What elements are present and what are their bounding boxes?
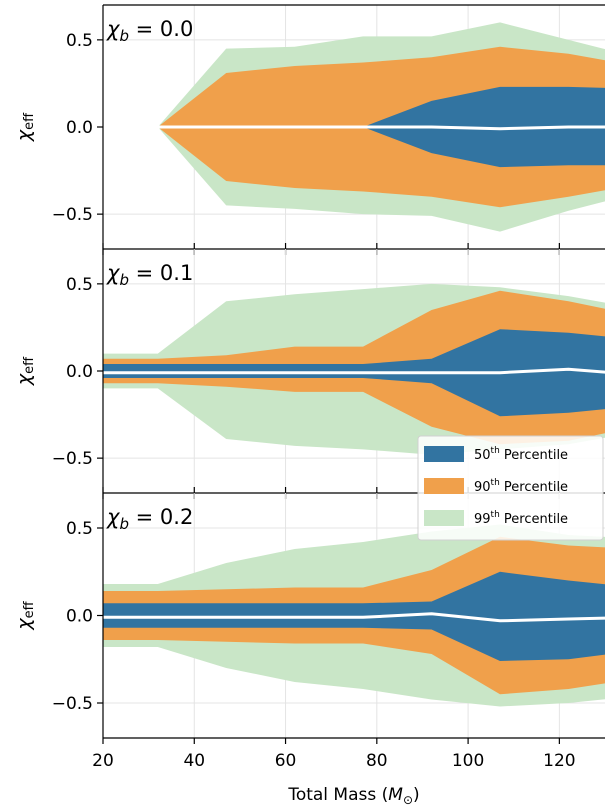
x-axis-title-symbol: M bbox=[388, 785, 403, 805]
panel-label-value: = 0.2 bbox=[129, 505, 193, 529]
x-axis-title-close: ) bbox=[413, 785, 420, 805]
legend-label-suffix: Percentile bbox=[500, 480, 568, 495]
x-tick-label: 40 bbox=[183, 751, 205, 771]
panel-label-subscript: b bbox=[119, 271, 129, 289]
legend-swatch-p50 bbox=[424, 446, 464, 462]
legend-label-number: 90 bbox=[474, 480, 491, 495]
y-axis-subscript: eff bbox=[22, 600, 37, 618]
legend-label-number: 50 bbox=[474, 448, 491, 463]
x-tick-label: 120 bbox=[543, 751, 575, 771]
panel-0 bbox=[103, 5, 605, 249]
legend-label-superscript: th bbox=[491, 446, 500, 456]
legend-label-number: 99 bbox=[474, 512, 491, 527]
y-axis-symbol: χ bbox=[13, 618, 35, 631]
x-tick-label: 100 bbox=[452, 751, 484, 771]
y-axis-title: χeff bbox=[13, 112, 37, 142]
panel-label-subscript: b bbox=[119, 515, 129, 533]
panel-label-symbol: χ bbox=[106, 505, 121, 529]
legend-swatch-p99 bbox=[424, 510, 464, 526]
y-tick-label: −0.5 bbox=[52, 205, 93, 225]
x-tick-label: 80 bbox=[366, 751, 388, 771]
y-tick-label: −0.5 bbox=[52, 694, 93, 714]
x-axis-title: Total Mass (M⊙) bbox=[287, 785, 419, 807]
y-tick-label: −0.5 bbox=[52, 449, 93, 469]
y-axis-subscript: eff bbox=[22, 356, 37, 374]
median-line bbox=[103, 367, 605, 375]
panel-label: χb = 0.0 bbox=[106, 17, 193, 45]
x-axis-title-text: Total Mass ( bbox=[287, 785, 388, 805]
panel-label: χb = 0.1 bbox=[106, 261, 193, 289]
panel-label: χb = 0.2 bbox=[106, 505, 193, 533]
median-line bbox=[103, 125, 605, 131]
y-axis-title: χeff bbox=[13, 356, 37, 386]
x-axis-title-subscript: ⊙ bbox=[403, 793, 413, 807]
legend-label-suffix: Percentile bbox=[500, 448, 568, 463]
panel-label-subscript: b bbox=[119, 27, 129, 45]
legend-label-p50: 50th Percentile bbox=[474, 446, 568, 463]
y-axis-symbol: χ bbox=[13, 129, 35, 142]
y-tick-label: 0.0 bbox=[66, 362, 93, 382]
panel-2 bbox=[103, 493, 605, 738]
panel-label-symbol: χ bbox=[106, 261, 121, 285]
y-axis-symbol: χ bbox=[13, 373, 35, 386]
legend-label-p99: 99th Percentile bbox=[474, 510, 568, 527]
legend-swatch-p90 bbox=[424, 478, 464, 494]
legend-label-superscript: th bbox=[491, 478, 500, 488]
y-axis-title: χeff bbox=[13, 600, 37, 630]
median-line bbox=[103, 612, 605, 623]
x-tick-label: 20 bbox=[92, 751, 114, 771]
legend-frame bbox=[417, 435, 604, 541]
panel-label-value: = 0.0 bbox=[129, 17, 193, 41]
panel-1 bbox=[103, 249, 605, 493]
y-tick-label: 0.5 bbox=[66, 275, 93, 295]
x-tick-label: 60 bbox=[275, 751, 297, 771]
y-axis-subscript: eff bbox=[22, 112, 37, 130]
legend-label-p90: 90th Percentile bbox=[474, 478, 568, 495]
y-tick-label: 0.5 bbox=[66, 31, 93, 51]
y-tick-label: 0.0 bbox=[66, 118, 93, 138]
band-p50-percentile bbox=[103, 86, 605, 168]
legend-label-suffix: Percentile bbox=[500, 512, 568, 527]
panel-label-value: = 0.1 bbox=[129, 261, 193, 285]
panel-label-symbol: χ bbox=[106, 17, 121, 41]
y-tick-label: 0.0 bbox=[66, 607, 93, 627]
legend-label-superscript: th bbox=[491, 510, 500, 520]
y-tick-label: 0.5 bbox=[66, 519, 93, 539]
